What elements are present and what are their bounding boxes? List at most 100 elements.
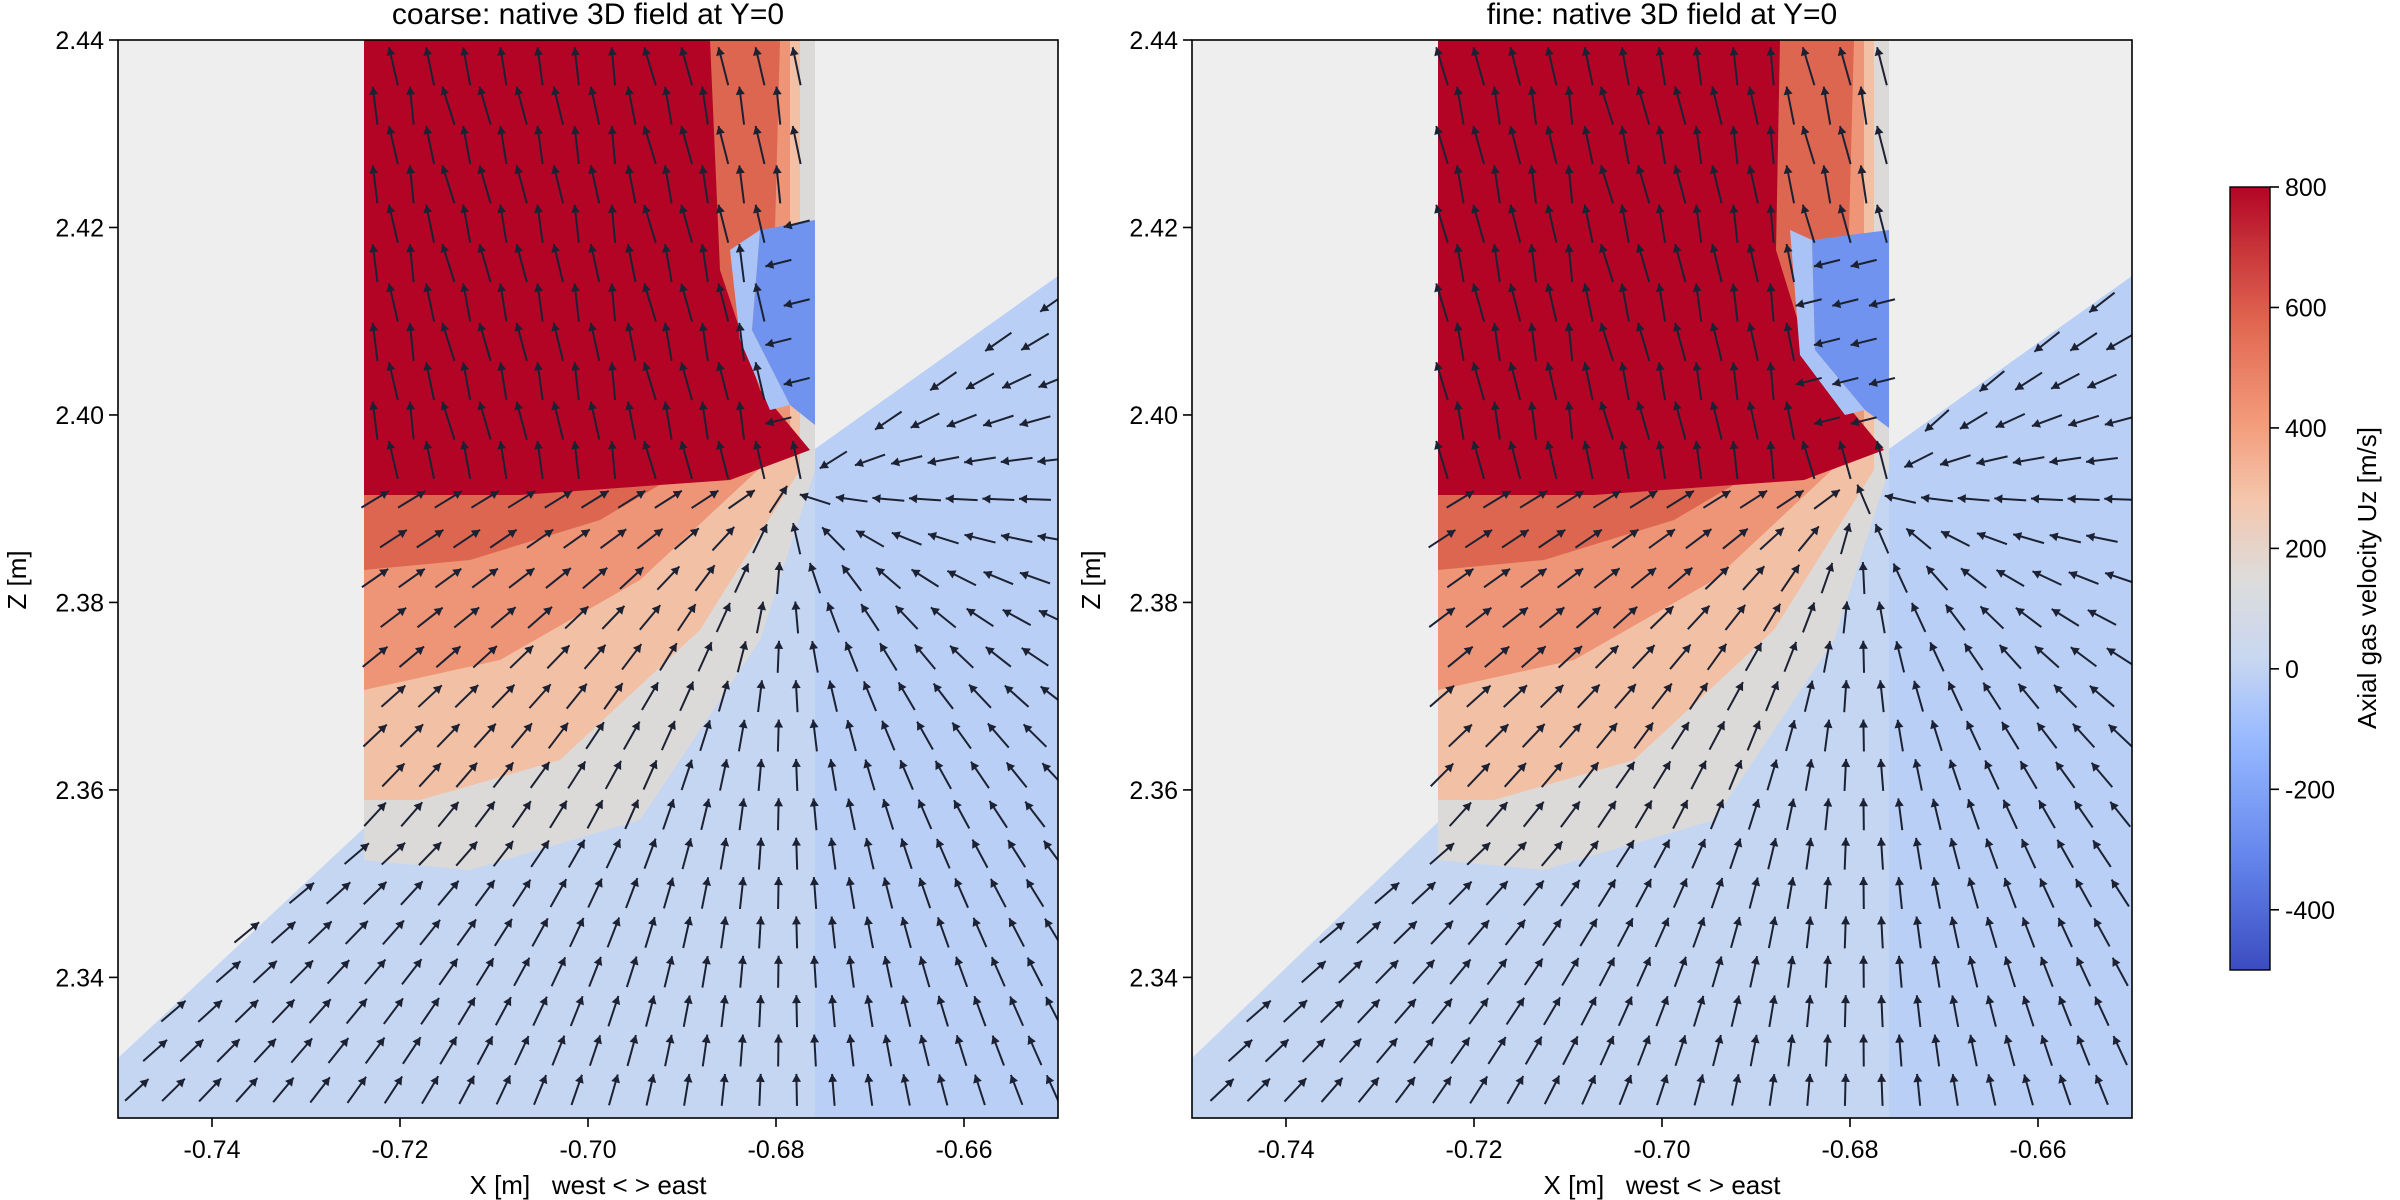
coarse-velocity-arrow [626, 1034, 639, 1067]
coarse-velocity-arrow [765, 258, 792, 269]
fine-velocity-arrow [1542, 918, 1562, 947]
fine-velocity-arrow [1431, 998, 1453, 1025]
fine-velocity-arrow [1995, 412, 2026, 429]
coarse-velocity-arrow [547, 722, 569, 749]
coarse-velocity-arrow [827, 837, 837, 870]
fine-velocity-arrow [1483, 567, 1511, 589]
fine-velocity-arrow [1490, 165, 1501, 204]
fine-velocity-arrow [1895, 955, 1905, 988]
fine-velocity-arrow [1393, 920, 1418, 945]
fine-velocity-arrow [1805, 837, 1815, 870]
fine-velocity-arrow [1357, 1076, 1380, 1103]
fine-velocity-arrow [2003, 877, 2017, 909]
fine-panel: fine: native 3D field at Y=0 -0.74 -0.72-… [1076, 0, 2133, 1200]
coarse-velocity-arrow [1007, 839, 1027, 868]
fine-velocity-arrow [1859, 798, 1869, 831]
fine-velocity-arrow [1490, 86, 1501, 125]
coarse-velocity-arrow [529, 761, 551, 789]
coarse-velocity-arrow [691, 489, 719, 509]
coarse-velocity-arrow [636, 528, 664, 550]
coarse-y-axis: 2.34 2.36 2.38 2.40 2.42 2.44 [55, 27, 118, 992]
fine-velocity-arrow [1729, 838, 1743, 870]
fine-velocity-arrow [1730, 916, 1742, 949]
coarse-velocity-arrow [929, 371, 958, 392]
coarse-velocity-arrow [607, 47, 617, 86]
fine-y-axis: 2.34 2.36 2.38 2.40 2.42 2.44 [1129, 27, 1192, 992]
fine-velocity-arrow [1984, 759, 2000, 790]
coarse-velocity-arrow [1027, 1035, 1043, 1066]
fine-velocity-arrow [2051, 608, 2080, 627]
coarse-velocity-arrow [645, 1074, 657, 1106]
fine-velocity-arrow [1767, 837, 1779, 870]
fine-velocity-arrow [1978, 370, 2005, 393]
fine-velocity-arrow [1651, 682, 1673, 710]
coarse-velocity-arrow [791, 680, 801, 713]
coarse-velocity-arrow [835, 493, 868, 503]
coarse-velocity-arrow [913, 643, 937, 670]
fine-velocity-arrow [2034, 645, 2060, 669]
coarse-velocity-arrow [1021, 647, 1049, 667]
coarse-velocity-arrow [406, 165, 416, 204]
fine-velocity-arrow [1841, 837, 1851, 870]
coarse-velocity-arrow [179, 1038, 205, 1063]
coarse-velocity-arrow [682, 916, 693, 949]
coarse-velocity-arrow [617, 489, 646, 509]
fine-velocity-arrow [1599, 243, 1614, 283]
coarse-velocity-arrow [492, 761, 515, 789]
fine-velocity-arrow [1636, 322, 1651, 362]
coarse-velocity-arrow [755, 916, 765, 949]
fine-velocity-arrow [2090, 762, 2114, 788]
coarse-velocity-arrow [423, 125, 436, 165]
coarse-velocity-arrow [964, 456, 996, 466]
coarse-velocity-arrow [528, 683, 552, 709]
fine-x-tick-label: -0.70 [1634, 1136, 1691, 1164]
coarse-velocity-arrow [546, 644, 571, 670]
fine-velocity-arrow [1649, 605, 1675, 630]
colorbar-tick-label: 0 [2285, 656, 2299, 684]
fine-velocity-arrow [1967, 877, 1979, 909]
coarse-velocity-arrow [715, 602, 731, 633]
fine-velocity-arrow [1832, 376, 1859, 387]
fine-velocity-arrow [1374, 881, 1400, 905]
fine-velocity-arrow [1813, 258, 1841, 269]
coarse-velocity-arrow [756, 758, 766, 791]
coarse-velocity-arrow [507, 490, 536, 509]
coarse-velocity-arrow [497, 440, 508, 480]
coarse-velocity-arrow [406, 86, 416, 125]
coarse-velocity-arrow [792, 995, 802, 1028]
coarse-velocity-arrow [198, 1077, 222, 1103]
fine-velocity-arrow [1797, 525, 1820, 552]
fine-velocity-arrow [1729, 283, 1739, 322]
coarse-velocity-arrow [701, 955, 711, 988]
fine-velocity-arrow [1616, 917, 1634, 948]
fine-velocity-arrow [1786, 955, 1796, 988]
coarse-velocity-arrow [514, 165, 528, 204]
coarse-velocity-arrow [160, 999, 187, 1023]
coarse-velocity-arrow [968, 683, 992, 709]
fine-velocity-arrow [1823, 876, 1833, 910]
fine-velocity-arrow [1785, 719, 1797, 752]
coarse-velocity-arrow [289, 959, 314, 984]
fine-x-tick-label: -0.74 [1258, 1136, 1315, 1164]
coarse-velocity-arrow [679, 204, 693, 243]
fine-velocity-arrow [1874, 523, 1890, 554]
fine-velocity-arrow [1746, 165, 1759, 204]
fine-velocity-arrow [1575, 606, 1602, 629]
fine-velocity-arrow [1963, 643, 1984, 671]
fine-velocity-arrow [1618, 440, 1630, 480]
coarse-velocity-arrow [362, 881, 388, 905]
coarse-velocity-arrow [607, 440, 617, 480]
fine-velocity-arrow [2106, 647, 2132, 666]
fine-velocity-arrow [1648, 528, 1676, 549]
fine-velocity-arrow [1469, 1075, 1489, 1104]
coarse-velocity-arrow [717, 680, 730, 712]
coarse-velocity-arrow [701, 1034, 711, 1067]
coarse-velocity-arrow [854, 453, 886, 467]
coarse-velocity-arrow [1040, 685, 1058, 702]
coarse-velocity-arrow [397, 490, 426, 509]
coarse-velocity-arrow [455, 762, 478, 788]
coarse-velocity-arrow [493, 918, 513, 947]
coarse-velocity-arrow [379, 529, 408, 549]
fine-velocity-arrow [1766, 204, 1776, 243]
fine-velocity-arrow [1599, 86, 1614, 125]
